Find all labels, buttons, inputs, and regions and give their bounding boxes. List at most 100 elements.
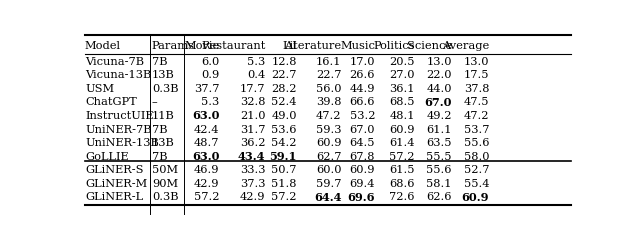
Text: 5.3: 5.3	[247, 57, 266, 67]
Text: 49.2: 49.2	[426, 111, 452, 121]
Text: 64.4: 64.4	[314, 192, 341, 203]
Text: 50.7: 50.7	[271, 165, 297, 175]
Text: 58.0: 58.0	[464, 152, 489, 162]
Text: 42.9: 42.9	[240, 193, 266, 202]
Text: 52.7: 52.7	[464, 165, 489, 175]
Text: 68.6: 68.6	[389, 179, 415, 189]
Text: 44.9: 44.9	[349, 84, 375, 94]
Text: 60.9: 60.9	[461, 192, 489, 203]
Text: 50M: 50M	[152, 165, 178, 175]
Text: 69.4: 69.4	[349, 179, 375, 189]
Text: 11B: 11B	[152, 111, 175, 121]
Text: UniNER-13B: UniNER-13B	[85, 138, 159, 148]
Text: 55.5: 55.5	[426, 152, 452, 162]
Text: GLiNER-L: GLiNER-L	[85, 193, 143, 202]
Text: Movie: Movie	[184, 41, 220, 51]
Text: 33.3: 33.3	[240, 165, 266, 175]
Text: 37.8: 37.8	[464, 84, 489, 94]
Text: 7B: 7B	[152, 124, 168, 135]
Text: 67.8: 67.8	[349, 152, 375, 162]
Text: 17.0: 17.0	[349, 57, 375, 67]
Text: Music: Music	[340, 41, 375, 51]
Text: 59.1: 59.1	[269, 151, 297, 162]
Text: 62.6: 62.6	[426, 193, 452, 202]
Text: 60.9: 60.9	[349, 165, 375, 175]
Text: 57.2: 57.2	[271, 193, 297, 202]
Text: 90M: 90M	[152, 179, 178, 189]
Text: ChatGPT: ChatGPT	[85, 98, 137, 107]
Text: 61.4: 61.4	[389, 138, 415, 148]
Text: 42.9: 42.9	[194, 179, 220, 189]
Text: 22.7: 22.7	[271, 70, 297, 80]
Text: 22.0: 22.0	[426, 70, 452, 80]
Text: 6.0: 6.0	[201, 57, 220, 67]
Text: –: –	[152, 98, 157, 107]
Text: 60.9: 60.9	[316, 138, 341, 148]
Text: 51.8: 51.8	[271, 179, 297, 189]
Text: 47.5: 47.5	[464, 98, 489, 107]
Text: 12.8: 12.8	[271, 57, 297, 67]
Text: 58.1: 58.1	[426, 179, 452, 189]
Text: 13B: 13B	[152, 70, 175, 80]
Text: 55.6: 55.6	[426, 165, 452, 175]
Text: AI: AI	[284, 41, 297, 51]
Text: Politics: Politics	[373, 41, 415, 51]
Text: 55.6: 55.6	[464, 138, 489, 148]
Text: 36.2: 36.2	[240, 138, 266, 148]
Text: 21.0: 21.0	[240, 111, 266, 121]
Text: 13.0: 13.0	[426, 57, 452, 67]
Text: 57.2: 57.2	[389, 152, 415, 162]
Text: Vicuna-13B: Vicuna-13B	[85, 70, 151, 80]
Text: 16.1: 16.1	[316, 57, 341, 67]
Text: 56.0: 56.0	[316, 84, 341, 94]
Text: 61.5: 61.5	[389, 165, 415, 175]
Text: Model: Model	[85, 41, 121, 51]
Text: GLiNER-S: GLiNER-S	[85, 165, 143, 175]
Text: 48.1: 48.1	[389, 111, 415, 121]
Text: 36.1: 36.1	[389, 84, 415, 94]
Text: 61.1: 61.1	[426, 124, 452, 135]
Text: 67.0: 67.0	[424, 97, 452, 108]
Text: 52.4: 52.4	[271, 98, 297, 107]
Text: 63.0: 63.0	[192, 151, 220, 162]
Text: 27.0: 27.0	[389, 70, 415, 80]
Text: 13.0: 13.0	[464, 57, 489, 67]
Text: 63.0: 63.0	[192, 110, 220, 122]
Text: 67.0: 67.0	[349, 124, 375, 135]
Text: 42.4: 42.4	[194, 124, 220, 135]
Text: Literature: Literature	[282, 41, 341, 51]
Text: 53.2: 53.2	[349, 111, 375, 121]
Text: Params: Params	[152, 41, 195, 51]
Text: 54.2: 54.2	[271, 138, 297, 148]
Text: GLiNER-M: GLiNER-M	[85, 179, 147, 189]
Text: 62.7: 62.7	[316, 152, 341, 162]
Text: 60.0: 60.0	[316, 165, 341, 175]
Text: UniNER-7B: UniNER-7B	[85, 124, 152, 135]
Text: 63.5: 63.5	[426, 138, 452, 148]
Text: 22.7: 22.7	[316, 70, 341, 80]
Text: 26.6: 26.6	[349, 70, 375, 80]
Text: GoLLIE: GoLLIE	[85, 152, 129, 162]
Text: 44.0: 44.0	[426, 84, 452, 94]
Text: 46.9: 46.9	[194, 165, 220, 175]
Text: 0.3B: 0.3B	[152, 84, 179, 94]
Text: 20.5: 20.5	[389, 57, 415, 67]
Text: 49.0: 49.0	[271, 111, 297, 121]
Text: 13B: 13B	[152, 138, 175, 148]
Text: Science: Science	[407, 41, 452, 51]
Text: Restaurant: Restaurant	[201, 41, 266, 51]
Text: 5.3: 5.3	[201, 98, 220, 107]
Text: USM: USM	[85, 84, 114, 94]
Text: Average: Average	[442, 41, 489, 51]
Text: 59.7: 59.7	[316, 179, 341, 189]
Text: 0.3B: 0.3B	[152, 193, 179, 202]
Text: 7B: 7B	[152, 57, 168, 67]
Text: 68.5: 68.5	[389, 98, 415, 107]
Text: 43.4: 43.4	[238, 151, 266, 162]
Text: 17.7: 17.7	[240, 84, 266, 94]
Text: 64.5: 64.5	[349, 138, 375, 148]
Text: 37.7: 37.7	[194, 84, 220, 94]
Text: 60.9: 60.9	[389, 124, 415, 135]
Text: 32.8: 32.8	[240, 98, 266, 107]
Text: 72.6: 72.6	[389, 193, 415, 202]
